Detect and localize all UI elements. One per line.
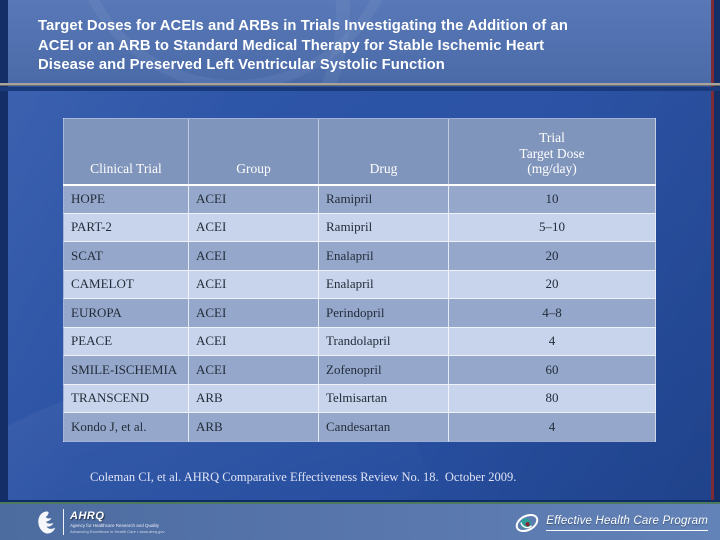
table-row: CAMELOT ACEI Enalapril 20 (63, 269, 656, 299)
footer-divider-shadow (0, 500, 720, 502)
left-edge-stripe (0, 0, 8, 502)
cell-dose: 20 (448, 269, 656, 299)
ahrq-acronym: AHRQ (70, 510, 105, 522)
footer-divider-line (0, 502, 720, 504)
col-header-clinical-trial: Clinical Trial (63, 118, 189, 186)
header-divider-line (0, 83, 720, 86)
cell-group: ACEI (188, 241, 319, 270)
cell-dose: 80 (448, 383, 656, 413)
cell-dose: 5–10 (448, 212, 656, 242)
cell-trial: TRANSCEND (63, 383, 189, 413)
cell-group: ACEI (188, 298, 319, 327)
cell-trial: EUROPA (63, 298, 189, 327)
hhs-eagle-icon (38, 511, 56, 533)
cell-group: ACEI (188, 355, 319, 384)
cell-group: ARB (188, 383, 319, 413)
cell-dose: 4–8 (448, 298, 656, 327)
cell-trial: CAMELOT (63, 269, 189, 299)
cell-group: ARB (188, 412, 319, 441)
col-header-group: Group (188, 118, 319, 186)
cell-group: ACEI (188, 184, 319, 213)
dose-table: Clinical Trial Group Drug Trial Target D… (63, 118, 656, 442)
slide-footer: AHRQ Agency for Healthcare Research and … (0, 504, 720, 540)
right-edge-stripe (714, 0, 720, 502)
title-line-1: Target Doses for ACEIs and ARBs in Trial… (38, 18, 569, 34)
ehc-swirl-icon (515, 513, 539, 533)
title-line-2: ACEI or an ARB to Standard Medical Thera… (38, 37, 545, 54)
ahrq-logo: AHRQ Agency for Healthcare Research and … (36, 508, 165, 536)
cell-trial: PEACE (63, 326, 189, 356)
cell-group: ACEI (188, 326, 319, 356)
citation-text: Coleman CI, et al. AHRQ Comparative Effe… (90, 470, 517, 484)
cell-group: ACEI (188, 269, 319, 299)
table-row: PEACE ACEI Trandolapril 4 (63, 326, 656, 356)
cell-drug: Enalapril (318, 241, 449, 270)
cell-trial: SMILE-ISCHEMIA (63, 355, 189, 384)
cell-trial: PART-2 (63, 212, 189, 242)
col-header-target-dose-line-2: Target Dose (519, 145, 585, 161)
table-header-row: Clinical Trial Group Drug Trial Target D… (63, 118, 656, 186)
table-row: Kondo J, et al. ARB Candesartan 4 (63, 412, 656, 441)
title-line-3: Disease and Preserved Left Ventricular S… (38, 57, 445, 73)
col-header-drug: Drug (318, 118, 449, 186)
ahrq-tagline: Advancing Excellence in Health Care • ww… (70, 529, 165, 534)
cell-dose: 60 (448, 355, 656, 384)
cell-trial: HOPE (63, 184, 189, 213)
ahrq-logo-text: AHRQ Agency for Healthcare Research and … (70, 510, 165, 534)
cell-drug: Telmisartan (318, 383, 449, 413)
table-row: HOPE ACEI Ramipril 10 (63, 184, 656, 213)
header-divider-shadow (0, 87, 720, 91)
cell-drug: Trandolapril (318, 326, 449, 356)
table-row: EUROPA ACEI Perindopril 4–8 (63, 298, 656, 327)
cell-dose: 4 (448, 412, 656, 441)
ahrq-agency-name: Agency for Healthcare Research and Quali… (70, 523, 160, 528)
cell-drug: Zofenopril (318, 355, 449, 384)
cell-dose: 4 (448, 326, 656, 356)
cell-trial: SCAT (63, 241, 189, 270)
col-header-target-dose: Trial Target Dose (mg/day) (448, 118, 656, 186)
table-row: TRANSCEND ARB Telmisartan 80 (63, 383, 656, 413)
ehc-program-label: Effective Health Care Program (546, 515, 708, 531)
effective-health-care-logo: Effective Health Care Program (514, 510, 708, 536)
cell-dose: 20 (448, 241, 656, 270)
cell-trial: Kondo J, et al. (63, 412, 189, 441)
cell-group: ACEI (188, 212, 319, 242)
cell-drug: Candesartan (318, 412, 449, 441)
cell-drug: Enalapril (318, 269, 449, 299)
logo-divider (63, 509, 64, 535)
right-accent-stripe (711, 0, 714, 502)
table-row: SCAT ACEI Enalapril 20 (63, 241, 656, 270)
col-header-target-dose-line-3: (mg/day) (527, 161, 577, 176)
cell-drug: Perindopril (318, 298, 449, 327)
cell-drug: Ramipril (318, 212, 449, 242)
cell-drug: Ramipril (318, 184, 449, 213)
page-title: Target Doses for ACEIs and ARBs in Trial… (38, 17, 568, 76)
slide-header: Target Doses for ACEIs and ARBs in Trial… (0, 0, 720, 83)
col-header-target-dose-line-1: Trial (539, 130, 565, 145)
table-row: SMILE-ISCHEMIA ACEI Zofenopril 60 (63, 355, 656, 384)
cell-dose: 10 (448, 184, 656, 213)
table-row: PART-2 ACEI Ramipril 5–10 (63, 212, 656, 242)
